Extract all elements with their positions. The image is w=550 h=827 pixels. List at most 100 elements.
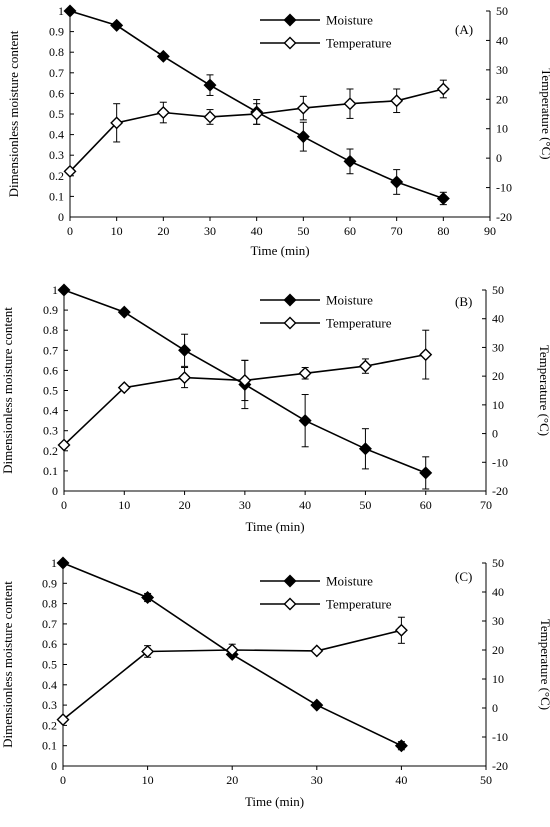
y-right-tick-label: 40 — [496, 33, 508, 47]
y-left-tick-label: 0.5 — [42, 658, 57, 672]
data-point-temperature — [178, 371, 192, 385]
data-point-temperature — [390, 94, 404, 108]
x-tick-label: 0 — [60, 773, 66, 787]
legend-marker-temperature — [283, 36, 297, 50]
x-tick-label: 40 — [299, 498, 311, 512]
legend-label-temperature: Temperature — [326, 316, 392, 331]
legend-label-moisture: Moisture — [326, 293, 373, 308]
y-left-tick-label: 0.3 — [42, 698, 57, 712]
y-left-tick-label: 0.1 — [42, 739, 57, 753]
y-right-tick-label: 50 — [496, 4, 508, 18]
y-left-tick-label: 0.2 — [42, 718, 57, 732]
data-point-temperature — [203, 110, 217, 124]
x-tick-label: 40 — [251, 224, 263, 238]
data-point-moisture — [63, 4, 77, 18]
data-point-moisture — [141, 591, 155, 604]
data-point-temperature — [358, 359, 372, 373]
x-tick-label: 90 — [484, 224, 496, 238]
x-tick-label: 50 — [480, 773, 492, 787]
y-left-tick-label: 1 — [52, 283, 58, 297]
x-tick-label: 0 — [67, 224, 73, 238]
x-tick-label: 60 — [420, 498, 432, 512]
y-right-tick-label: -20 — [492, 759, 508, 773]
x-tick-label: 50 — [297, 224, 309, 238]
x-tick-label: 30 — [204, 224, 216, 238]
x-tick-label: 40 — [395, 773, 407, 787]
y-right-tick-label: -20 — [492, 484, 508, 498]
y-right-tick-label: 40 — [492, 585, 504, 599]
y-left-tick-label: 0.3 — [43, 424, 58, 438]
x-tick-label: 0 — [61, 498, 67, 512]
y-left-tick-label: 0.6 — [49, 86, 64, 100]
y-left-tick-label: 0.6 — [43, 363, 58, 377]
data-point-moisture — [358, 442, 372, 456]
data-point-moisture — [394, 739, 408, 753]
x-tick-label: 30 — [239, 498, 251, 512]
x-tick-label: 10 — [118, 498, 130, 512]
legend-marker-temperature — [283, 316, 297, 330]
y-left-tick-label: 0.4 — [43, 404, 58, 418]
data-point-temperature — [156, 106, 170, 120]
data-point-temperature — [310, 644, 324, 658]
y-left-tick-label: 0.7 — [43, 343, 58, 357]
data-point-temperature — [117, 381, 131, 395]
x-tick-label: 20 — [179, 498, 191, 512]
y-right-tick-label: 0 — [496, 151, 502, 165]
chart-panel-c: 0 10 20 30 40 5000.10.20.30.40.50.60.70.80.91… — [0, 556, 550, 809]
data-point-moisture — [310, 698, 324, 712]
y-right-tick-label: -10 — [492, 455, 508, 469]
y-right-tick-label: -10 — [492, 730, 508, 744]
data-point-temperature — [436, 82, 450, 96]
data-point-temperature — [63, 164, 77, 178]
y-right-tick-label: -10 — [496, 181, 512, 195]
data-point-moisture — [203, 78, 217, 92]
y-right-tick-label: 50 — [492, 556, 504, 570]
legend-marker-moisture — [283, 293, 297, 307]
data-point-moisture — [296, 130, 310, 144]
y-left-tick-label: 0 — [58, 210, 64, 224]
y-left-tick-label: 0 — [52, 484, 58, 498]
x-tick-label: 10 — [142, 773, 154, 787]
data-point-temperature — [56, 713, 70, 727]
x-axis-label: Time (min) — [245, 794, 304, 809]
y-left-tick-label: 0.2 — [43, 444, 58, 458]
y-left-tick-label: 0.4 — [49, 128, 64, 142]
y-left-tick-label: 1 — [58, 4, 64, 18]
y-left-tick-label: 0.4 — [42, 678, 57, 692]
x-tick-label: 70 — [480, 498, 492, 512]
data-point-temperature — [238, 373, 252, 387]
legend-label-temperature: Temperature — [326, 36, 392, 51]
x-tick-label: 20 — [157, 224, 169, 238]
x-tick-label: 70 — [391, 224, 403, 238]
panel-label: (A) — [455, 22, 473, 37]
y-axis-label-right: Temperature (°C) — [538, 619, 550, 710]
data-point-moisture — [390, 175, 404, 189]
x-tick-label: 50 — [359, 498, 371, 512]
x-tick-label: 30 — [311, 773, 323, 787]
y-right-tick-label: 10 — [492, 672, 504, 686]
legend-marker-temperature — [283, 597, 297, 611]
data-point-temperature — [141, 644, 155, 658]
data-point-temperature — [419, 348, 433, 362]
y-right-tick-label: 20 — [492, 643, 504, 657]
data-point-moisture — [156, 49, 170, 63]
x-tick-label: 10 — [111, 224, 123, 238]
data-point-moisture — [56, 556, 70, 570]
y-right-tick-label: 30 — [492, 340, 504, 354]
y-left-tick-label: 0.2 — [49, 169, 64, 183]
x-axis-label: Time (min) — [250, 243, 309, 258]
y-left-tick-label: 0.3 — [49, 148, 64, 162]
x-axis-label: Time (min) — [245, 519, 304, 534]
y-right-tick-label: 30 — [492, 614, 504, 628]
y-right-tick-label: 10 — [496, 122, 508, 136]
panel-label: (B) — [455, 294, 472, 309]
chart-panel-b: 0 10 20 30 40 50 60 7000.10.20.30.40.50.60.70.8… — [0, 283, 550, 534]
y-left-tick-label: 0.6 — [42, 637, 57, 651]
y-right-tick-label: -20 — [496, 210, 512, 224]
y-left-tick-label: 0.9 — [42, 576, 57, 590]
data-point-temperature — [296, 101, 310, 115]
y-right-tick-label: 0 — [492, 427, 498, 441]
legend-marker-moisture — [283, 574, 297, 588]
x-tick-label: 60 — [344, 224, 356, 238]
